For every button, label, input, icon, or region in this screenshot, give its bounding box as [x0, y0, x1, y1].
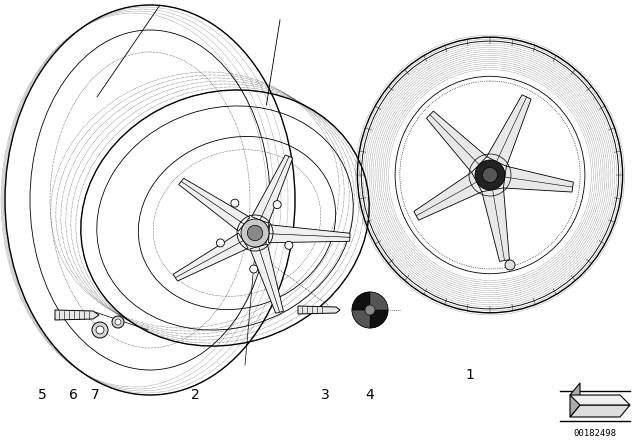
Polygon shape [179, 178, 250, 231]
Circle shape [352, 292, 388, 328]
Polygon shape [426, 111, 487, 172]
Polygon shape [503, 166, 573, 192]
Circle shape [112, 316, 124, 328]
Circle shape [475, 160, 505, 190]
Polygon shape [486, 95, 531, 166]
Wedge shape [370, 310, 388, 328]
Wedge shape [352, 292, 370, 310]
Circle shape [231, 199, 239, 207]
Circle shape [505, 260, 515, 270]
Polygon shape [570, 395, 630, 405]
Wedge shape [352, 310, 370, 328]
Circle shape [365, 305, 375, 315]
Circle shape [115, 319, 121, 325]
Circle shape [250, 265, 258, 273]
Polygon shape [482, 188, 509, 261]
Polygon shape [298, 306, 340, 314]
Polygon shape [173, 233, 248, 281]
Circle shape [92, 322, 108, 338]
Text: 00182498: 00182498 [573, 428, 616, 438]
Circle shape [247, 225, 262, 241]
Text: 1: 1 [465, 368, 474, 382]
Polygon shape [414, 172, 482, 220]
Circle shape [360, 300, 380, 320]
Circle shape [483, 168, 497, 182]
Polygon shape [269, 225, 350, 243]
Polygon shape [55, 310, 99, 320]
Circle shape [273, 201, 281, 209]
Text: 6: 6 [68, 388, 77, 402]
Text: 2: 2 [191, 388, 200, 402]
Wedge shape [370, 292, 388, 310]
Polygon shape [252, 155, 292, 223]
Text: 3: 3 [321, 388, 330, 402]
Circle shape [96, 326, 104, 334]
Text: 7: 7 [91, 388, 99, 402]
Circle shape [285, 241, 293, 250]
Polygon shape [570, 405, 630, 417]
Text: 4: 4 [365, 388, 374, 402]
Polygon shape [570, 383, 580, 417]
Polygon shape [250, 244, 284, 313]
Circle shape [216, 239, 225, 247]
Circle shape [241, 219, 269, 247]
Text: 5: 5 [38, 388, 46, 402]
